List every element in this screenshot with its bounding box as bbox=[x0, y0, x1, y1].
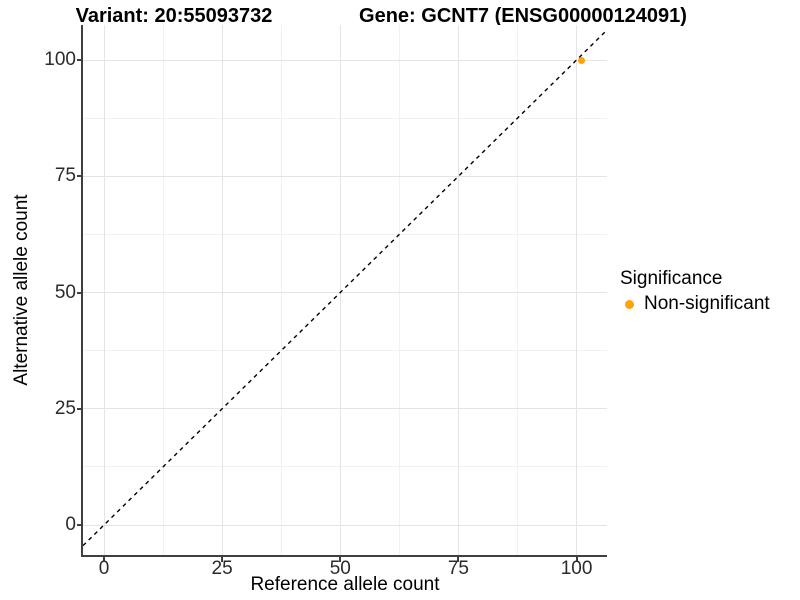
gridline-major-vertical bbox=[457, 25, 459, 555]
y-tick-mark bbox=[77, 175, 82, 178]
legend-title: Significance bbox=[620, 268, 723, 289]
gridline-major-horizontal bbox=[83, 408, 607, 410]
y-tick-label: 50 bbox=[54, 281, 76, 303]
x-tick-mark bbox=[339, 557, 342, 562]
legend: Significance Non-significant bbox=[620, 268, 770, 315]
identity-dashed-line bbox=[83, 29, 607, 547]
legend-item: Non-significant bbox=[620, 293, 770, 315]
gridline-major-vertical bbox=[576, 25, 578, 555]
x-tick-mark bbox=[221, 557, 224, 562]
x-tick-mark bbox=[457, 557, 460, 562]
gridline-major-horizontal bbox=[83, 59, 607, 61]
gridline-minor-horizontal bbox=[83, 233, 607, 235]
y-tick-mark bbox=[77, 524, 82, 526]
gridline-major-vertical bbox=[103, 25, 105, 555]
legend-point-icon bbox=[625, 299, 634, 309]
x-tick-label: 100 bbox=[560, 558, 593, 579]
gridline-minor-vertical bbox=[280, 25, 282, 555]
x-tick-label: 50 bbox=[329, 558, 351, 579]
plot-title-gene: Gene: GCNT7 (ENSG00000124091) bbox=[359, 5, 687, 27]
gridline-minor-vertical bbox=[162, 25, 164, 555]
y-tick-label: 100 bbox=[44, 49, 76, 70]
gridline-minor-vertical bbox=[516, 25, 518, 555]
x-tick-mark bbox=[575, 557, 578, 562]
y-tick-label: 0 bbox=[65, 514, 76, 535]
gridline-major-horizontal bbox=[83, 524, 607, 526]
y-tick-mark bbox=[77, 291, 82, 294]
y-tick-label: 75 bbox=[54, 165, 76, 187]
gridline-major-vertical bbox=[339, 25, 341, 555]
gridline-major-horizontal bbox=[83, 292, 607, 293]
gridline-minor-horizontal bbox=[83, 466, 607, 468]
gridline-major-vertical bbox=[221, 25, 223, 555]
plot-panel bbox=[83, 25, 607, 555]
legend-item-label: Non-significant bbox=[644, 293, 770, 314]
x-tick-mark bbox=[103, 557, 105, 562]
x-tick-label: 75 bbox=[447, 558, 469, 579]
gridline-minor-horizontal bbox=[83, 350, 607, 352]
x-axis-title: Reference allele count bbox=[250, 574, 440, 595]
data-point bbox=[577, 56, 585, 64]
gridline-minor-horizontal bbox=[83, 117, 607, 119]
x-tick-label: 25 bbox=[211, 558, 233, 579]
y-tick-mark bbox=[77, 407, 82, 410]
y-axis-line bbox=[81, 25, 83, 557]
gridline-major-horizontal bbox=[83, 175, 607, 177]
plot-title-variant: Variant: 20:55093732 bbox=[75, 5, 273, 27]
y-tick-label: 25 bbox=[54, 397, 76, 419]
y-tick-mark bbox=[77, 59, 82, 61]
x-axis-line bbox=[81, 555, 607, 557]
x-tick-label: 0 bbox=[98, 558, 110, 579]
legend-items: Non-significant bbox=[620, 293, 770, 315]
gridline-minor-vertical bbox=[398, 25, 400, 555]
